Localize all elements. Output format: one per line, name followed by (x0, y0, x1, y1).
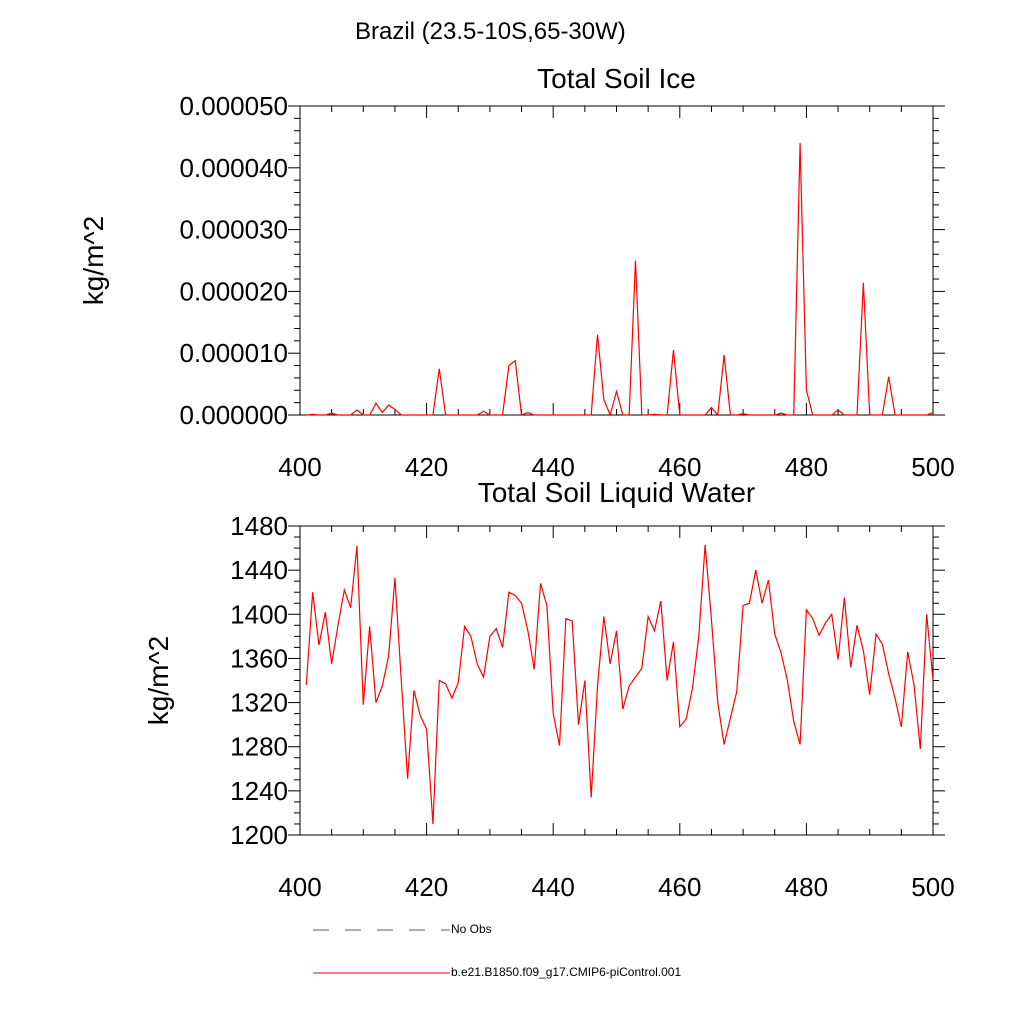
y-tick-label: 0.000030 (180, 215, 288, 245)
x-tick-label: 480 (785, 872, 828, 902)
legend-no-obs-label: No Obs (451, 922, 492, 936)
plot-frame (299, 105, 934, 416)
x-tick-label: 440 (532, 452, 575, 482)
y-tick-label: 0.000010 (180, 338, 288, 368)
plot-frame (299, 525, 934, 836)
y-tick-label: 1240 (230, 776, 288, 806)
y-tick-label: 1280 (230, 732, 288, 762)
x-tick-label: 460 (658, 872, 701, 902)
y-axis-label: kg/m^2 (143, 636, 174, 725)
soil-ice-panel: Total Soil Ice kg/m^2 400 420 440 460 480 500 0.… (78, 63, 955, 482)
y-tick-label: 1320 (230, 688, 288, 718)
y-tick-label: 0.000020 (180, 276, 288, 306)
x-tick-label: 420 (405, 872, 448, 902)
x-tick-label: 440 (532, 872, 575, 902)
legend-model-label: b.e21.B1850.f09_g17.CMIP6-piControl.001 (451, 965, 682, 979)
y-tick-label: 1400 (230, 599, 288, 629)
y-tick-label: 0.000040 (180, 153, 288, 183)
y-tick-label: 0.000000 (180, 400, 288, 430)
y-tick-label: 0.000050 (180, 91, 288, 121)
y-tick-label: 1440 (230, 555, 288, 585)
y-tick-label: 1200 (230, 820, 288, 850)
x-tick-label: 400 (278, 452, 321, 482)
y-tick-label: 1480 (230, 511, 288, 541)
x-tick-label: 400 (278, 872, 321, 902)
series-line (305, 544, 934, 824)
y-tick-label: 1360 (230, 643, 288, 673)
soil-liquid-water-panel: Total Soil Liquid Water kg/m^2 400 420 440 46… (143, 477, 955, 902)
x-tick-label: 500 (911, 872, 954, 902)
figure-title: Brazil (23.5-10S,65-30W) (355, 18, 626, 45)
x-tick-label: 480 (785, 452, 828, 482)
x-tick-label: 420 (405, 452, 448, 482)
chart-title: Total Soil Ice (537, 63, 696, 94)
x-tick-label: 500 (911, 452, 954, 482)
chart-title: Total Soil Liquid Water (478, 477, 756, 508)
legend (313, 929, 450, 974)
x-tick-label: 460 (658, 452, 701, 482)
series-line (306, 143, 934, 417)
y-axis-label: kg/m^2 (78, 216, 109, 305)
